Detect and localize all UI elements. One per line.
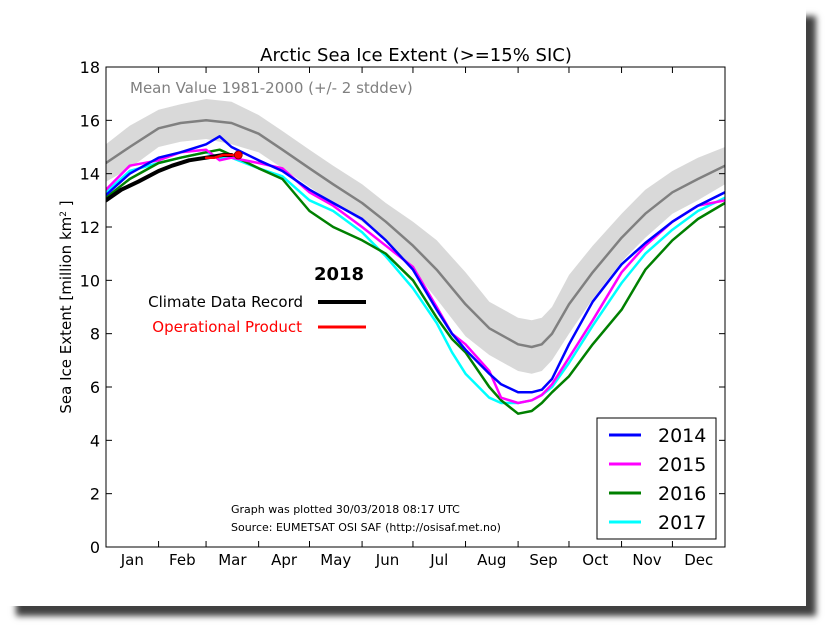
- y-axis: 0 2 4 6 8 10 12 14 16 18: [80, 58, 725, 557]
- y-axis-label-sup: 2: [59, 211, 69, 217]
- chart-frame: Arctic Sea Ice Extent (>=15% SIC) 0 2 4 6 8 1…: [6, 6, 806, 606]
- y-axis-label-main: Sea Ice Extent [million km: [57, 217, 75, 414]
- legend-2014-label: 2014: [658, 425, 706, 447]
- sea-ice-chart: Arctic Sea Ice Extent (>=15% SIC) 0 2 4 6 8 1…: [57, 45, 726, 569]
- series-line-2014: [106, 135, 725, 394]
- y-tick-label: 10: [80, 271, 100, 290]
- x-tick-label-may: May: [320, 551, 351, 569]
- stddev-band: [106, 99, 725, 374]
- x-tick-label-nov: Nov: [632, 551, 661, 569]
- mean-line: [106, 119, 725, 349]
- y-tick-label: 16: [80, 111, 100, 130]
- y-axis-label-end: ]: [57, 200, 75, 211]
- x-tick-label-jul: Jul: [429, 551, 448, 569]
- x-tick-label-dec: Dec: [684, 551, 713, 569]
- year-legend: 2014 2015 2016 2017: [596, 417, 717, 540]
- legend-op-label: Operational Product: [152, 318, 302, 336]
- plotted-date-annotation: Graph was plotted 30/03/2018 08:17 UTC: [231, 503, 460, 516]
- series-line-2017: [106, 151, 725, 405]
- legend-2018-heading: 2018: [314, 264, 364, 285]
- x-tick-label-jun: Jun: [375, 551, 399, 569]
- y-tick-label: 14: [80, 165, 100, 184]
- x-tick-label-feb: Feb: [169, 551, 196, 569]
- mean-value-label: Mean Value 1981-2000 (+/- 2 stddev): [130, 79, 413, 97]
- x-tick-label-apr: Apr: [271, 551, 298, 569]
- x-tick-label-oct: Oct: [582, 551, 608, 569]
- series-layer: [106, 119, 725, 415]
- y-tick-label: 0: [90, 538, 100, 557]
- x-tick-label-jan: Jan: [120, 551, 144, 569]
- series-line-operational-product: [204, 153, 240, 159]
- y-tick-label: 4: [90, 431, 100, 450]
- legend-2015-label: 2015: [658, 454, 706, 476]
- y-tick-label: 2: [90, 485, 100, 504]
- source-annotation: Source: EUMETSAT OSI SAF (http://osisaf.…: [231, 521, 501, 534]
- x-tick-label-aug: Aug: [477, 551, 506, 569]
- series-line-2016: [106, 148, 725, 415]
- x-tick-label-sep: Sep: [529, 551, 557, 569]
- y-tick-label: 8: [90, 325, 100, 344]
- x-axis: Jan Feb Mar Apr May Jun Jul Aug Sep Oct Nov Dec: [120, 67, 713, 569]
- stddev-band-layer: [106, 99, 725, 374]
- y-tick-label: 12: [80, 218, 100, 237]
- chart-title: Arctic Sea Ice Extent (>=15% SIC): [260, 45, 572, 66]
- year-legend-box: [596, 417, 717, 540]
- legend-2017-label: 2017: [658, 512, 706, 534]
- legend-2016-label: 2016: [658, 483, 706, 505]
- legend-cdr-label: Climate Data Record: [148, 293, 303, 311]
- y-tick-label: 6: [90, 378, 100, 397]
- y-tick-label: 18: [80, 58, 100, 77]
- y-axis-label: Sea Ice Extent [million km2 ]: [57, 200, 75, 413]
- latest-value-marker: [233, 150, 243, 160]
- plot-area-border: [105, 66, 726, 548]
- x-tick-label-mar: Mar: [218, 551, 247, 569]
